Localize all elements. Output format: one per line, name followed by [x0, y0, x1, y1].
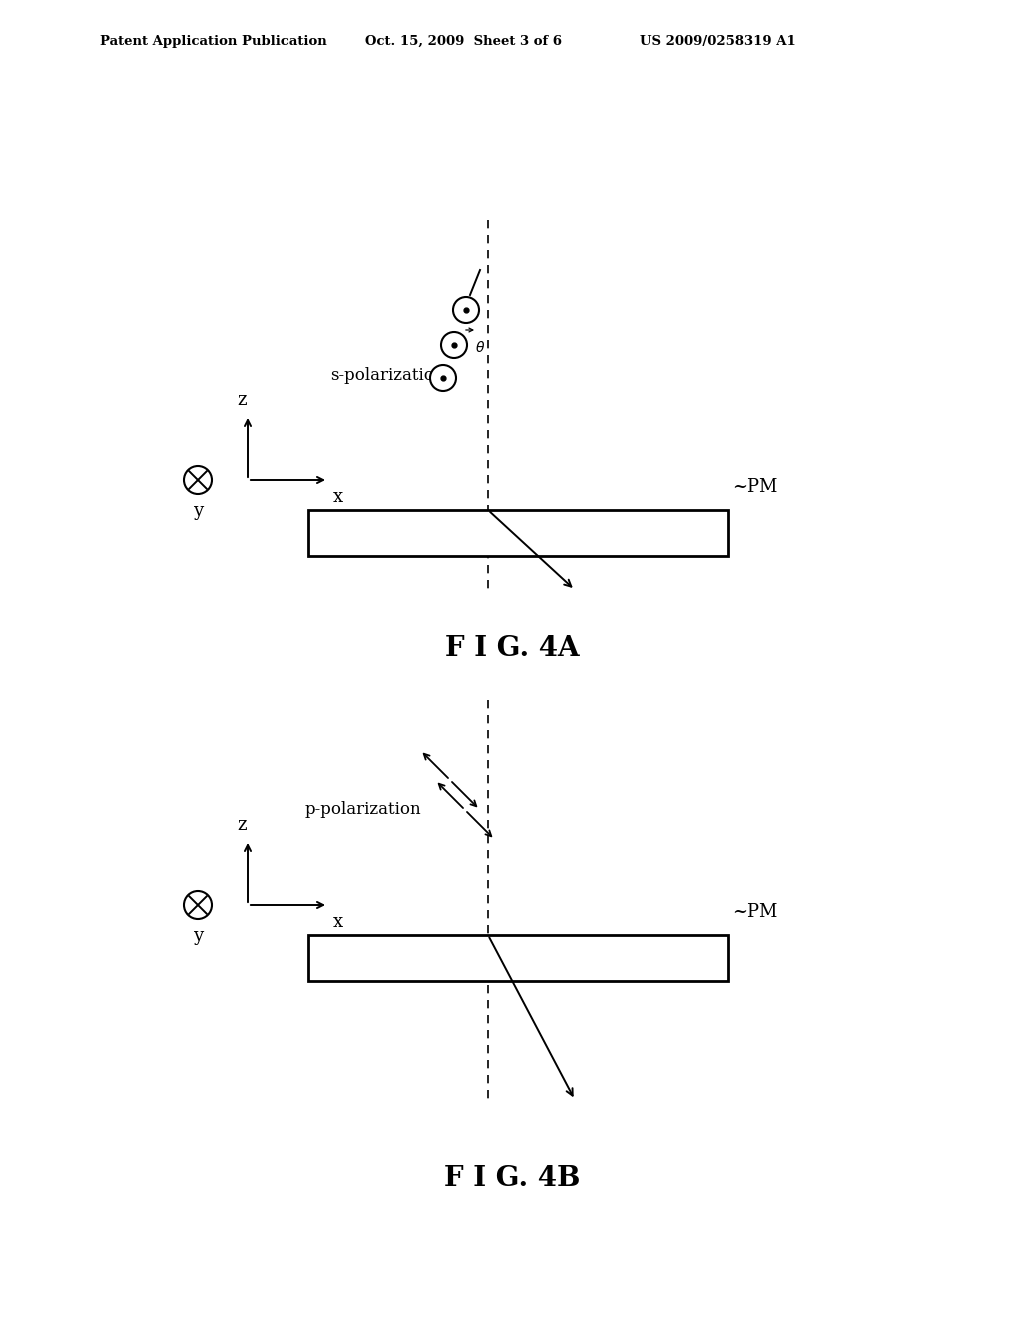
Circle shape	[184, 891, 212, 919]
Text: F I G. 4A: F I G. 4A	[444, 635, 580, 663]
Text: US 2009/0258319 A1: US 2009/0258319 A1	[640, 36, 796, 48]
Text: ~PM: ~PM	[732, 478, 777, 496]
Text: x: x	[333, 488, 343, 506]
Text: z: z	[238, 816, 247, 834]
Text: x: x	[333, 913, 343, 931]
Circle shape	[441, 333, 467, 358]
Bar	[308, 935, 728, 981]
Circle shape	[430, 366, 456, 391]
Text: s-polarization: s-polarization	[330, 367, 444, 384]
Circle shape	[453, 297, 479, 323]
Text: y: y	[193, 927, 203, 945]
Text: p-polarization: p-polarization	[305, 801, 422, 818]
Text: F I G. 4B: F I G. 4B	[443, 1166, 581, 1192]
Text: $\theta$: $\theta$	[475, 341, 485, 355]
Text: ~PM: ~PM	[732, 903, 777, 921]
Text: Patent Application Publication: Patent Application Publication	[100, 36, 327, 48]
Bar	[308, 510, 728, 556]
Circle shape	[184, 466, 212, 494]
Text: z: z	[238, 391, 247, 409]
Text: y: y	[193, 502, 203, 520]
Text: Oct. 15, 2009  Sheet 3 of 6: Oct. 15, 2009 Sheet 3 of 6	[365, 36, 562, 48]
